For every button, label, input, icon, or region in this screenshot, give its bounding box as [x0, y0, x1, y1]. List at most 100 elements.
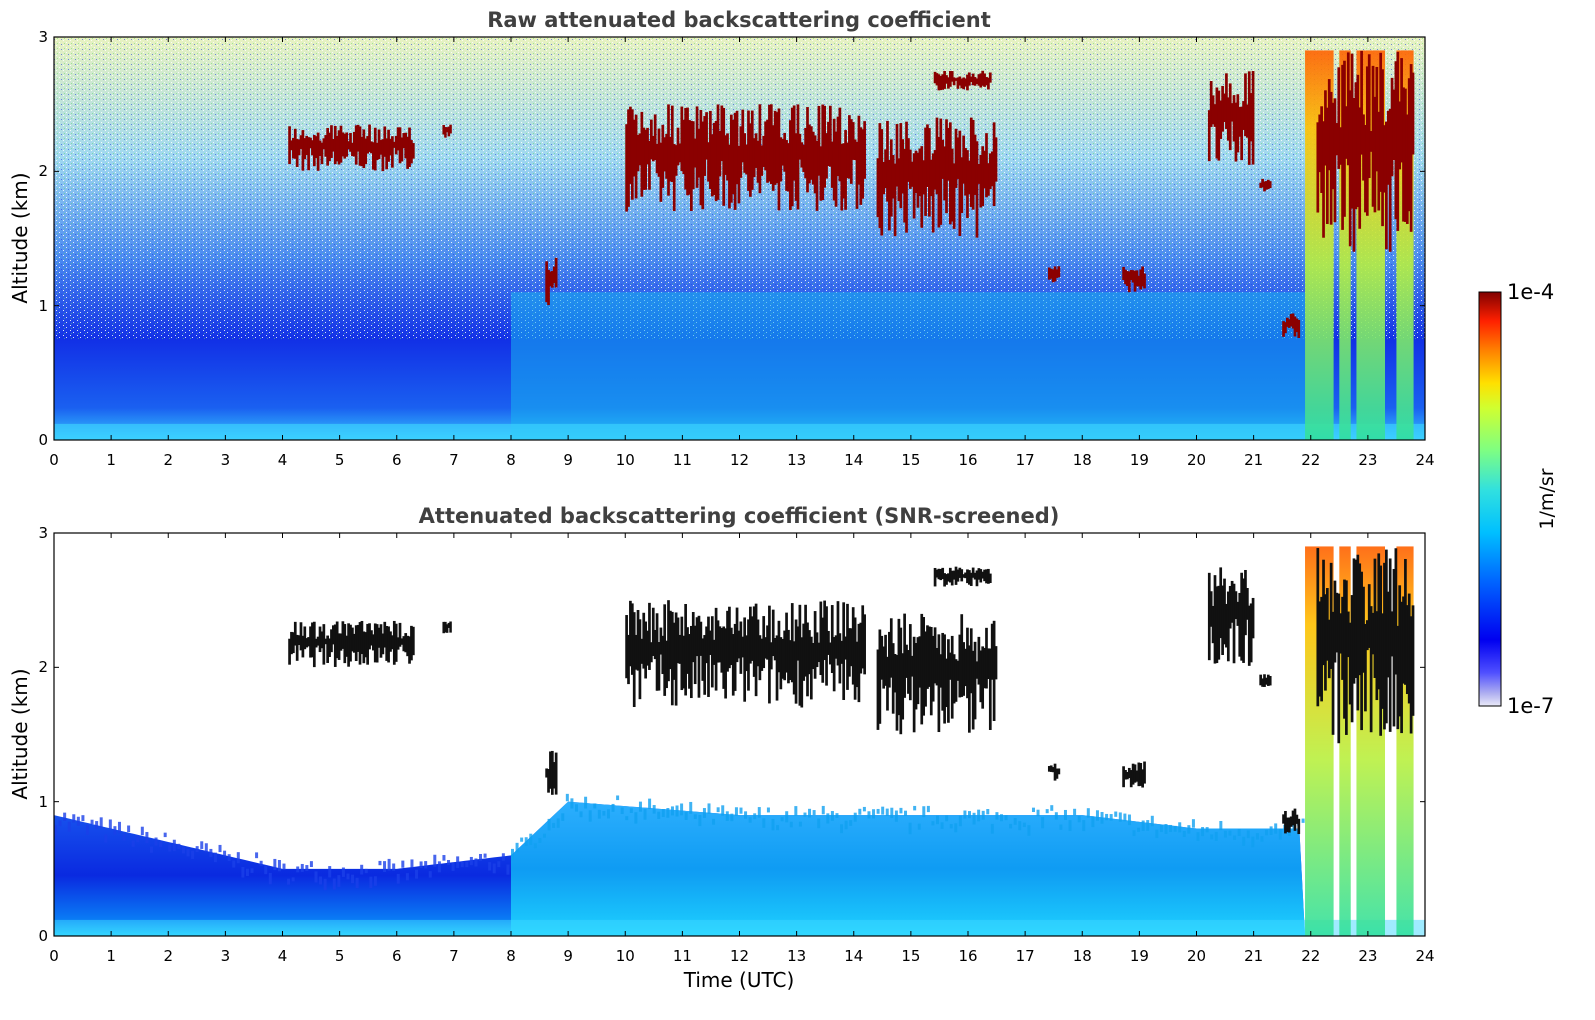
- cloud-segment-top: [741, 109, 745, 163]
- cloud-segment-bottom: [1354, 559, 1358, 679]
- cloud-segment-top: [309, 137, 312, 149]
- cloud-segment-bottom: [1329, 562, 1333, 669]
- top-xtick-label: 23: [1358, 451, 1378, 469]
- cloud-segment-top: [794, 133, 798, 201]
- cloud-segment-bottom: [627, 634, 630, 685]
- cloud-segment-top: [1225, 73, 1228, 129]
- cloud-segment-top: [406, 136, 409, 169]
- cloud-segment-top: [716, 104, 720, 200]
- cloud-segment-bottom: [288, 638, 291, 665]
- bottom-panel-title: Attenuated backscattering coefficient (S…: [418, 504, 1060, 528]
- cloud-segment-top: [688, 120, 691, 195]
- cloud-segment-bottom: [893, 654, 897, 693]
- cloud-segment-bottom: [928, 626, 931, 687]
- cloud-segment-top: [314, 136, 318, 158]
- cloud-segment-bottom: [808, 630, 811, 675]
- cloud-segment-bottom: [444, 621, 447, 633]
- cloud-segment-bottom: [305, 638, 309, 648]
- cloud-segment-bottom: [948, 652, 952, 680]
- cloud-segment-top: [1122, 266, 1125, 281]
- cloud-segment-bottom: [787, 629, 790, 684]
- cloud-segment-top: [552, 266, 556, 284]
- cloud-segment-top: [1139, 269, 1143, 290]
- cloud-segment-bottom: [682, 635, 686, 689]
- cloud-segment-top: [689, 120, 693, 211]
- cloud-segment-top: [297, 139, 301, 156]
- cloud-segment-bottom: [990, 623, 994, 680]
- cloud-segment-top: [1287, 319, 1291, 328]
- cloud-segment-bottom: [684, 603, 687, 696]
- cloud-segment-bottom: [1379, 565, 1383, 736]
- cloud-segment-top: [549, 271, 552, 287]
- cloud-segment-top: [929, 159, 933, 197]
- cloud-segment-bottom: [625, 615, 628, 679]
- cloud-segment-top: [1377, 111, 1381, 211]
- cloud-segment-bottom: [311, 622, 314, 658]
- cloud-segment-top: [777, 108, 781, 211]
- cloud-segment-top: [796, 104, 800, 210]
- bottom-xtick-label: 13: [787, 947, 807, 965]
- cloud-segment-top: [756, 140, 760, 183]
- cloud-segment-bottom: [1287, 817, 1291, 833]
- cloud-segment-bottom: [320, 631, 324, 649]
- bottom-xtick-label: 15: [901, 947, 921, 965]
- cloud-segment-top: [644, 129, 647, 190]
- cloud-segment-top: [800, 142, 804, 168]
- cloud-segment-bottom: [756, 619, 760, 667]
- cloud-segment-bottom: [1295, 814, 1299, 824]
- top-xtick-label: 15: [901, 451, 921, 469]
- cloud-segment-bottom: [1225, 603, 1228, 648]
- cloud-segment-bottom: [381, 633, 385, 655]
- cloud-segment-bottom: [952, 654, 956, 704]
- top-ylabel: Altitude (km): [8, 172, 32, 304]
- cloud-segment-top: [975, 78, 979, 85]
- cloud-segment-bottom: [1244, 569, 1247, 636]
- cloud-segment-top: [1373, 96, 1377, 213]
- cloud-segment-bottom: [332, 625, 335, 645]
- cloud-segment-top: [1234, 102, 1238, 162]
- cloud-segment-top: [410, 140, 413, 164]
- cloud-segment-bottom: [905, 644, 908, 678]
- cloud-segment-bottom: [899, 627, 903, 735]
- cloud-segment-top: [815, 140, 819, 211]
- cloud-segment-top: [1285, 317, 1289, 327]
- top-xtick-label: 8: [506, 451, 516, 469]
- cloud-segment-top: [947, 127, 950, 181]
- cloud-segment-top: [792, 105, 796, 181]
- cloud-segment-bottom: [1049, 765, 1053, 772]
- cloud-segment-top: [750, 110, 754, 190]
- cloud-segment-bottom: [710, 616, 714, 688]
- cloud-segment-bottom: [821, 617, 825, 683]
- cloud-segment-bottom: [1135, 770, 1139, 782]
- cloud-segment-top: [625, 124, 628, 212]
- cloud-segment-top: [444, 127, 447, 138]
- cloud-segment-top: [1217, 90, 1221, 161]
- cloud-segment-bottom: [326, 635, 329, 663]
- cloud-segment-bottom: [1398, 585, 1402, 717]
- cloud-segment-top: [1350, 53, 1354, 209]
- cloud-segment-bottom: [796, 626, 800, 661]
- cloud-segment-bottom: [1127, 767, 1131, 779]
- cloud-segment-top: [301, 130, 305, 171]
- cloud-segment-bottom: [764, 637, 767, 659]
- cloud-segment-bottom: [1402, 596, 1405, 684]
- colorbar-gradient: [1478, 291, 1502, 707]
- cloud-segment-bottom: [861, 605, 865, 669]
- cloud-segment-bottom: [726, 610, 729, 672]
- cloud-segment-top: [1367, 54, 1371, 179]
- bottom-xtick-label: 19: [1129, 947, 1149, 965]
- top-xtick-label: 19: [1129, 451, 1149, 469]
- cloud-segment-top: [983, 73, 986, 87]
- cloud-segment-top: [937, 74, 941, 91]
- cloud-segment-top: [636, 134, 640, 172]
- cloud-segment-bottom: [714, 607, 718, 691]
- cloud-segment-top: [366, 136, 369, 154]
- cloud-segment-top: [1141, 266, 1144, 287]
- cloud-segment-top: [356, 124, 360, 152]
- cloud-segment-top: [1379, 52, 1383, 192]
- top-ytick-label: 0: [38, 431, 48, 449]
- bottom-xtick-label: 18: [1072, 947, 1092, 965]
- cloud-segment-bottom: [977, 568, 981, 580]
- cloud-segment-top: [1215, 87, 1219, 159]
- cloud-segment-top: [1356, 74, 1360, 208]
